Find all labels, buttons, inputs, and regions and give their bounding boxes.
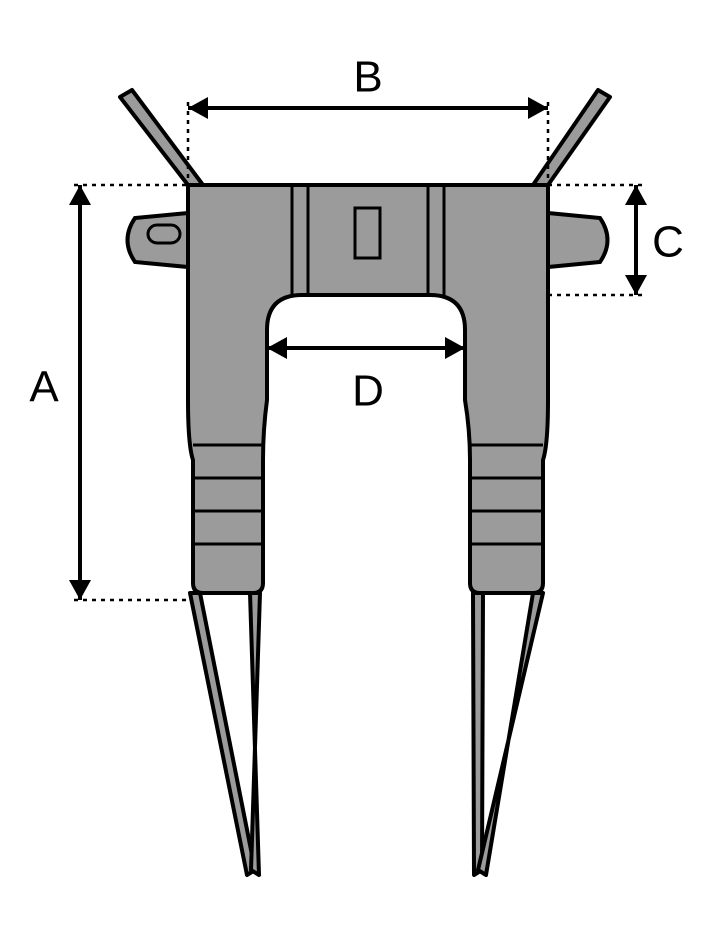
bottom-left-strap-outer xyxy=(190,593,255,875)
bottom-right-strap-inner xyxy=(478,593,543,875)
bottom-left-strap-inner xyxy=(250,593,260,875)
sling-dimension-diagram: A B C D xyxy=(0,0,709,929)
top-left-strap xyxy=(120,90,203,185)
dim-label-c: C xyxy=(652,218,684,267)
top-right-strap xyxy=(533,90,610,185)
right-side-tab xyxy=(548,213,608,267)
dim-label-b: B xyxy=(353,53,382,102)
bottom-right-strap-outer xyxy=(473,593,483,875)
dim-label-a: A xyxy=(29,363,59,412)
dim-label-d: D xyxy=(352,367,384,416)
